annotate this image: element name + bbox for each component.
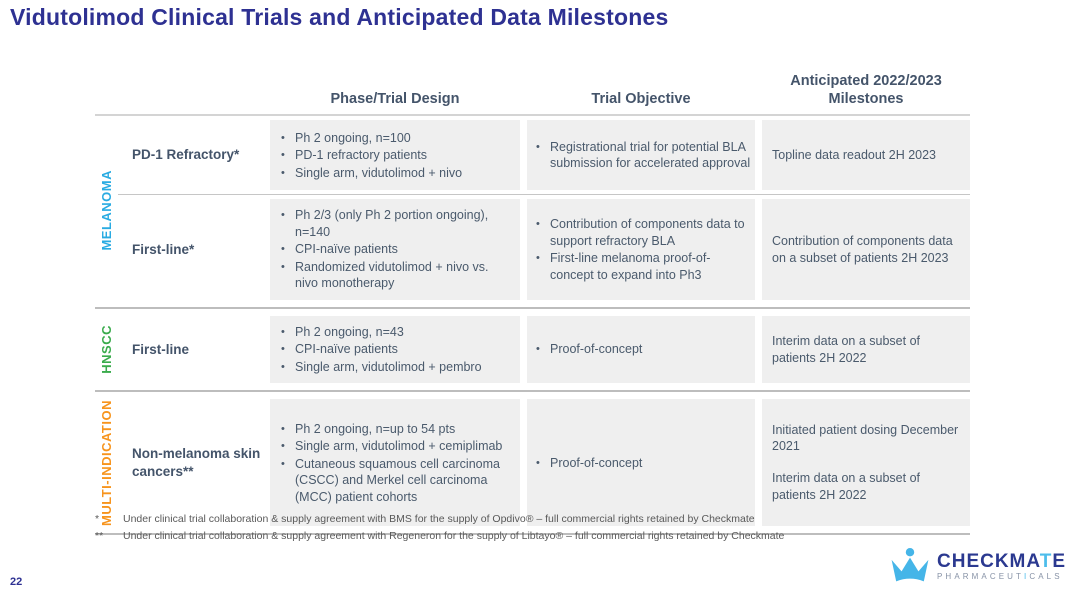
bullet-item: Ph 2 ongoing, n=100 [276, 130, 514, 147]
column-gap [755, 316, 762, 384]
bullet-item: Contribution of components data to suppo… [531, 216, 751, 249]
bullet-item: Ph 2/3 (only Ph 2 portion ongoing), n=14… [276, 207, 514, 240]
milestone-text: Interim data on a subset of patients 2H … [772, 333, 921, 365]
milestone-text: Initiated patient dosing December 2021 [772, 422, 959, 454]
bullet-item: CPI-naïve patients [276, 241, 514, 258]
group-melanoma: MELANOMA PD-1 Refractory* Ph 2 ongoing, … [95, 116, 970, 304]
trial-objective-cell: Registrational trial for potential BLA s… [527, 120, 755, 191]
page-title: Vidutolimod Clinical Trials and Anticipa… [10, 4, 669, 30]
column-gap [755, 199, 762, 300]
bullet-item: Proof-of-concept [531, 455, 751, 472]
row-divider [118, 194, 970, 196]
trials-table: Phase/Trial Design Trial Objective Antic… [95, 72, 970, 538]
bullet-item: First-line melanoma proof-of-concept to … [531, 250, 751, 283]
checkmate-logo: CHECKMATE PHARMACEUTICALS [887, 546, 1066, 586]
bullet-item: Single arm, vidutolimod + pembro [276, 359, 514, 376]
milestone-text: Interim data on a subset of patients 2H … [772, 471, 921, 503]
row-label: PD-1 Refractory* [132, 147, 240, 163]
footnote-marker: ** [95, 529, 104, 542]
milestone-text: Contribution of components data on a sub… [772, 233, 953, 265]
table-row-first-line-hnscc: First-line Ph 2 ongoing, n=43 CPI-naïve … [118, 312, 970, 388]
table-row-pd1-refractory: PD-1 Refractory* Ph 2 ongoing, n=100 PD-… [118, 116, 970, 194]
header-phase-trial-design: Phase/Trial Design [330, 91, 460, 108]
group-divider [95, 306, 970, 309]
header-trial-objective: Trial Objective [591, 91, 691, 108]
logo-subtext: PHARMACEUTICALS [937, 571, 1063, 581]
group-label-multi-indication: MULTI-INDICATION [99, 399, 114, 526]
logo-wordmark: CHECKMATE [937, 550, 1066, 572]
trial-objective-cell: Proof-of-concept [527, 399, 755, 527]
footnote: * Under clinical trial collaboration & s… [95, 511, 915, 528]
milestones-cell: Initiated patient dosing December 2021 I… [762, 399, 970, 527]
bullet-item: PD-1 refractory patients [276, 147, 514, 164]
bullet-item: Proof-of-concept [531, 341, 751, 358]
trial-objective-cell: Contribution of components data to suppo… [527, 199, 755, 300]
group-label-melanoma: MELANOMA [99, 169, 114, 251]
bullet-item: Registrational trial for potential BLA s… [531, 139, 751, 172]
group-divider [95, 390, 970, 393]
bullet-item: CPI-naïve patients [276, 341, 514, 358]
group-label-hnscc: HNSCC [99, 325, 114, 374]
footnote-text: Under clinical trial collaboration & sup… [123, 529, 785, 542]
bullet-item: Randomized vidutolimod + nivo vs. nivo m… [276, 259, 514, 292]
footnote: ** Under clinical trial collaboration & … [95, 528, 915, 545]
bullet-item: Ph 2 ongoing, n=up to 54 pts [276, 421, 514, 438]
table-header-row: Phase/Trial Design Trial Objective Antic… [95, 72, 970, 114]
group-hnscc: HNSCC First-line Ph 2 ongoing, n=43 CPI-… [95, 312, 970, 388]
bullet-item: Ph 2 ongoing, n=43 [276, 324, 514, 341]
table-bottom-border [95, 533, 970, 536]
table-top-border [95, 114, 970, 117]
phase-design-cell: Ph 2/3 (only Ph 2 portion ongoing), n=14… [270, 199, 520, 300]
phase-design-cell: Ph 2 ongoing, n=up to 54 pts Single arm,… [270, 399, 520, 527]
table-row-non-melanoma-skin-cancers: Non-melanoma skin cancers** Ph 2 ongoing… [118, 395, 970, 530]
footnote-text: Under clinical trial collaboration & sup… [123, 513, 755, 525]
footnotes: * Under clinical trial collaboration & s… [95, 511, 915, 545]
crown-icon [891, 547, 929, 582]
column-gap [755, 120, 762, 190]
header-anticipated-milestones: Anticipated 2022/2023 Milestones [790, 73, 942, 108]
column-gap [755, 399, 762, 526]
milestones-cell: Contribution of components data on a sub… [762, 199, 970, 300]
trial-objective-cell: Proof-of-concept [527, 315, 755, 384]
milestone-text: Topline data readout 2H 2023 [772, 147, 937, 162]
milestones-cell: Interim data on a subset of patients 2H … [762, 315, 970, 384]
column-gap [520, 199, 527, 300]
column-gap [520, 316, 527, 384]
milestones-cell: Topline data readout 2H 2023 [762, 120, 970, 191]
row-label: Non-melanoma skin cancers** [132, 446, 261, 479]
phase-design-cell: Ph 2 ongoing, n=100 PD-1 refractory pati… [270, 120, 520, 191]
bullet-item: Single arm, vidutolimod + nivo [276, 165, 514, 182]
row-label: First-line* [132, 241, 195, 257]
phase-design-cell: Ph 2 ongoing, n=43 CPI-naïve patients Si… [270, 315, 520, 384]
group-multi-indication: MULTI-INDICATION Non-melanoma skin cance… [95, 395, 970, 530]
table-row-first-line-melanoma: First-line* Ph 2/3 (only Ph 2 portion on… [118, 195, 970, 304]
row-label: First-line [132, 341, 190, 357]
column-gap [520, 120, 527, 190]
column-gap [520, 399, 527, 526]
bullet-item: Cutaneous squamous cell carcinoma (CSCC)… [276, 456, 514, 506]
bullet-item: Single arm, vidutolimod + cemiplimab [276, 438, 514, 455]
page-number: 22 [10, 576, 23, 588]
footnote-marker: * [95, 513, 100, 525]
